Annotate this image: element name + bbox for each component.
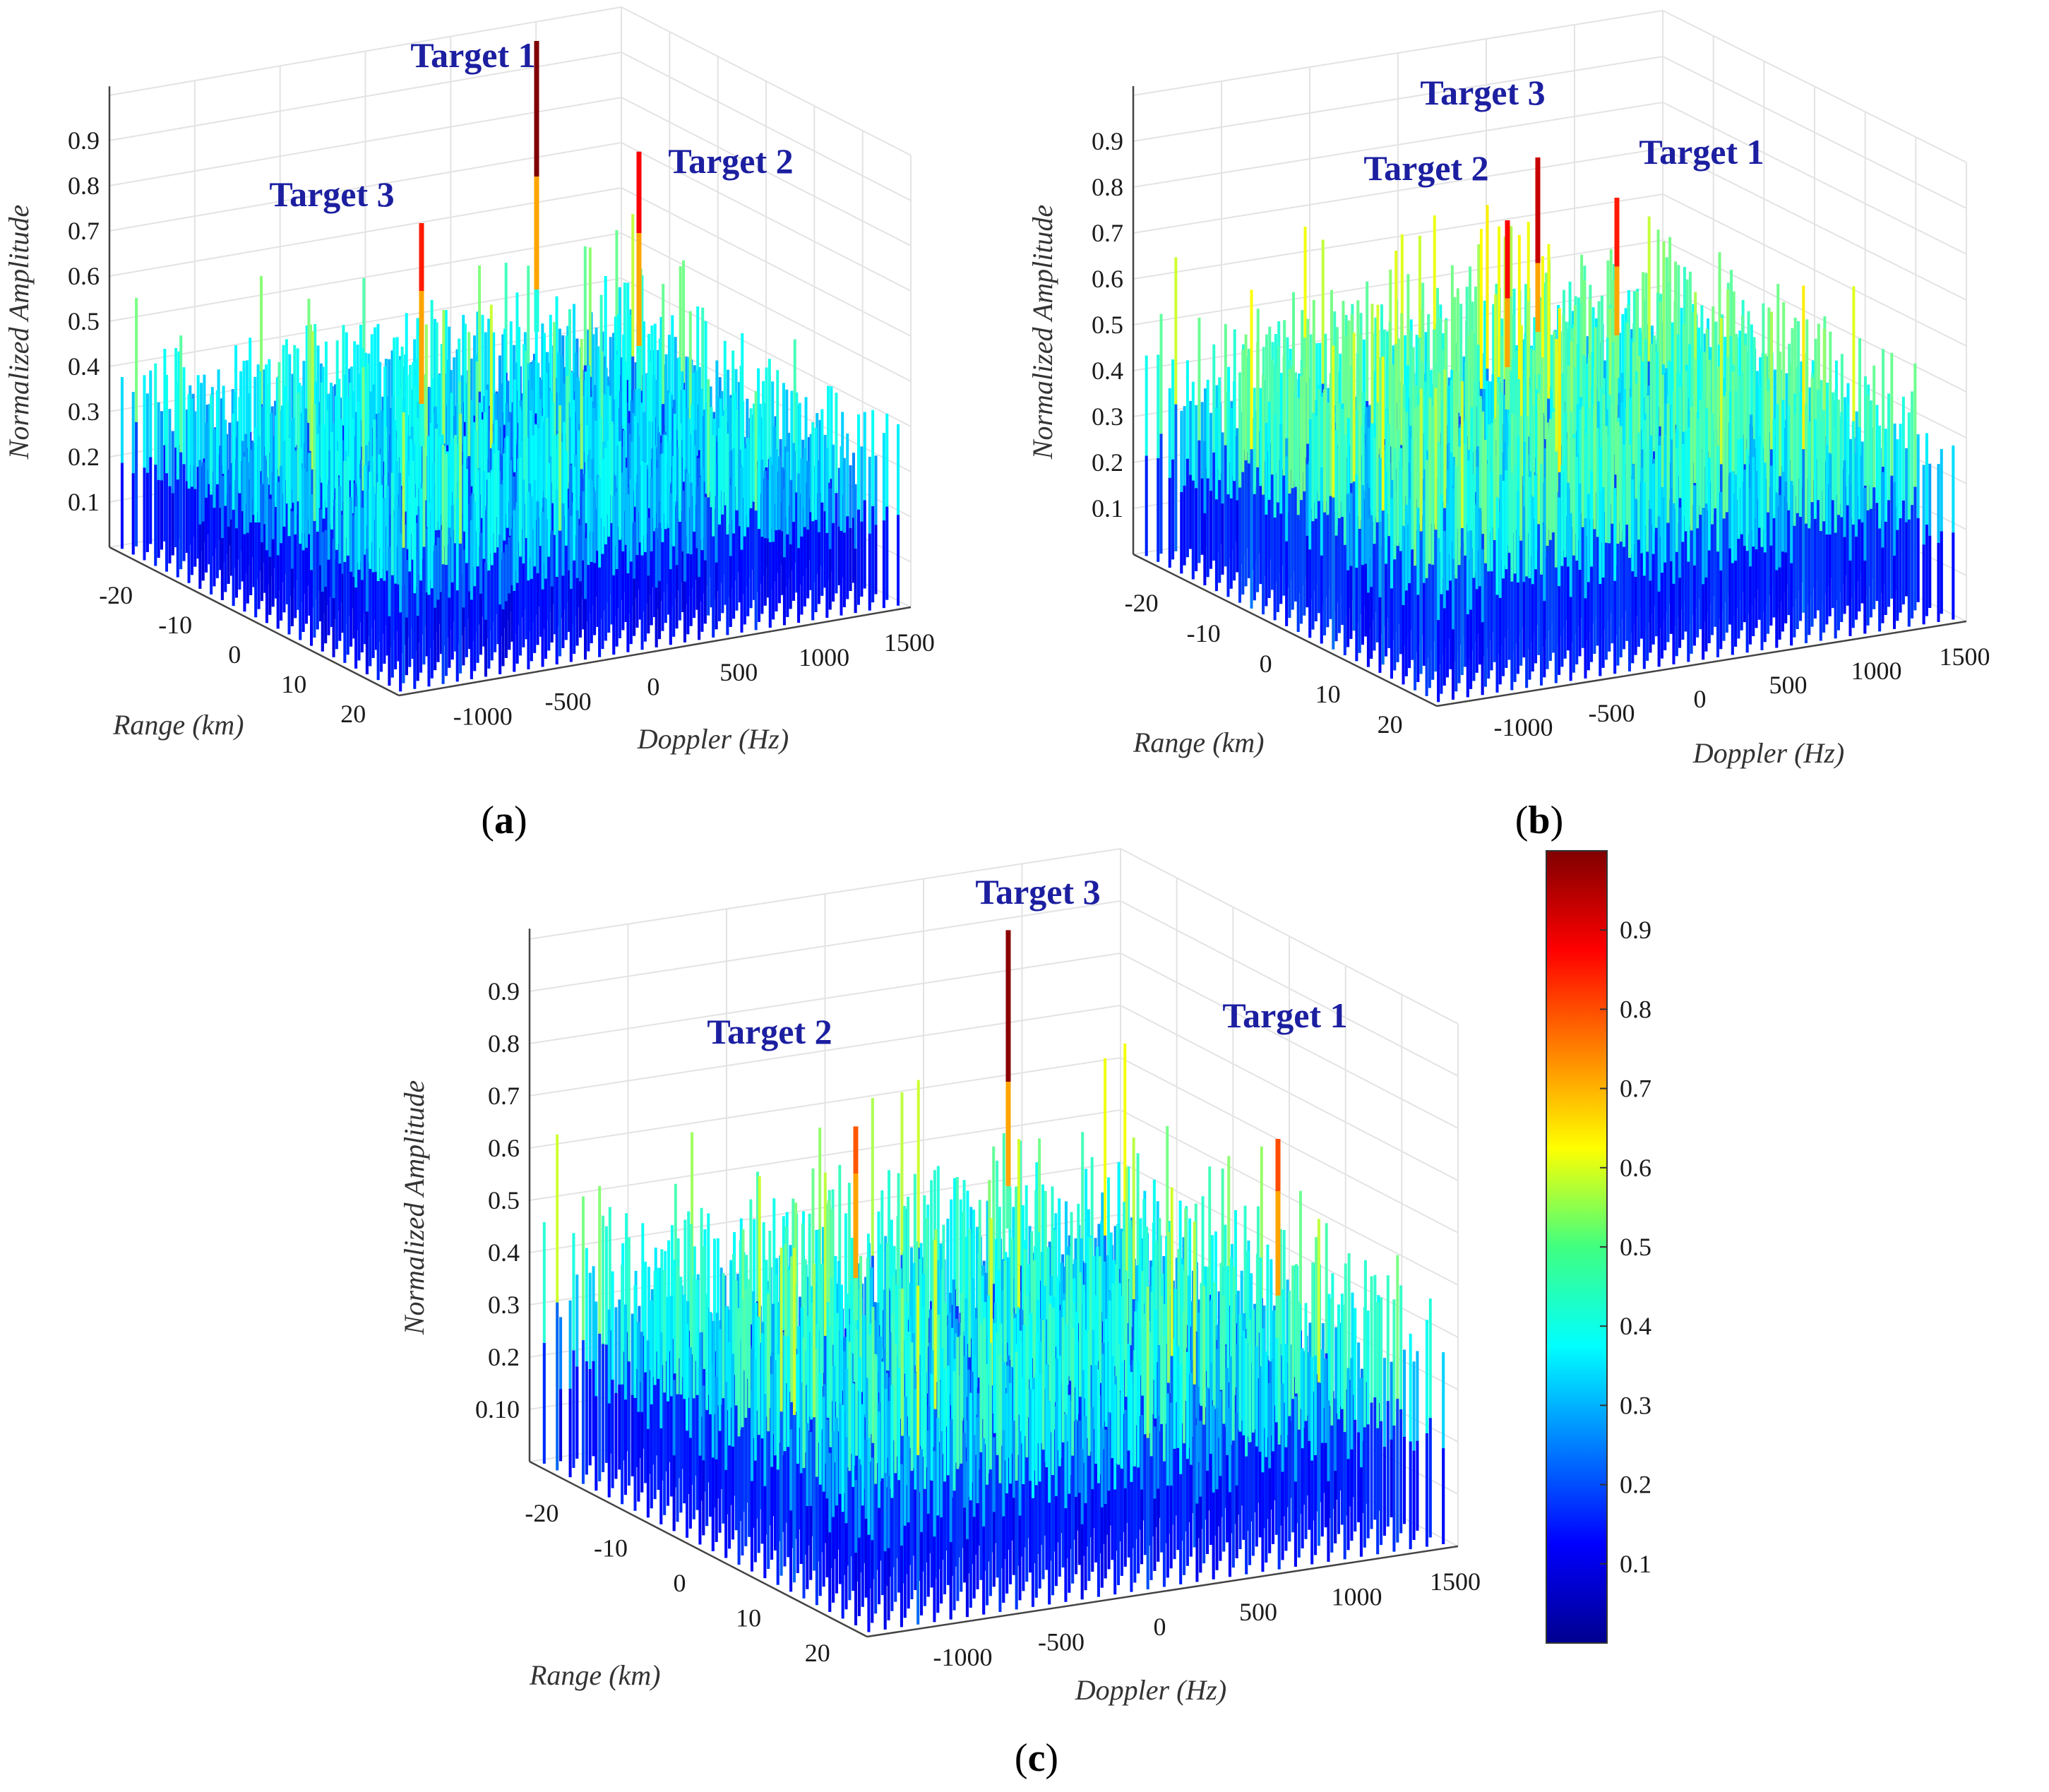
doppler-tick-label: 1500 xyxy=(884,628,935,657)
doppler-tick-label: 500 xyxy=(719,658,758,686)
doppler-tick-label: -500 xyxy=(1589,699,1635,727)
panel-b: 0.1 0.2 0.3 0.4 0.5 0.6 0.7 0.8 0.9 -20 -10 0 10 20 -1… xyxy=(1027,9,1990,769)
grid-line xyxy=(109,6,912,156)
targets-b: Target 2 Target 3 Target 1 xyxy=(1363,73,1764,410)
target-label: Target 3 xyxy=(269,174,394,214)
z-tick-label: 0.6 xyxy=(1092,265,1123,293)
noise-bars-a xyxy=(120,214,900,692)
panel-a: 0.1 0.2 0.3 0.4 0.5 0.6 0.7 0.8 0.9 -20 -10 0 10 20 -1… xyxy=(3,6,935,755)
doppler-tick-label: 1500 xyxy=(1940,643,1990,671)
doppler-tick-label: -1000 xyxy=(453,702,513,730)
axes-b: 0.1 0.2 0.3 0.4 0.5 0.6 0.7 0.8 0.9 -20 -10 0 10 20 -1… xyxy=(1027,86,1990,769)
doppler-tick-label: 1000 xyxy=(1851,657,1902,685)
z-tick-label: 0.8 xyxy=(1092,173,1123,201)
doppler-tick-label: 0 xyxy=(1694,685,1707,713)
z-axis-label: Normalized Amplitude xyxy=(3,205,35,460)
doppler-axis-label: Doppler (Hz) xyxy=(637,723,789,755)
range-axis xyxy=(109,546,400,697)
doppler-axis xyxy=(398,606,912,697)
z-tick-label: 0.4 xyxy=(1092,357,1123,385)
doppler-axis xyxy=(1436,620,1967,707)
z-tick-label: 0.4 xyxy=(68,352,100,381)
targets-a: Target 1 Target 2 Target 3 xyxy=(269,35,794,446)
target-label: Target 1 xyxy=(410,35,535,75)
range-tick-label: -10 xyxy=(1187,619,1221,647)
doppler-tick-label: 1000 xyxy=(799,643,849,671)
z-tick-label: 0.7 xyxy=(1092,219,1123,247)
range-tick-label: 20 xyxy=(1378,710,1403,739)
z-tick-label: 0.2 xyxy=(68,443,100,471)
z-tick-label: 0.2 xyxy=(1092,448,1123,477)
z-tick-label: 0.5 xyxy=(68,307,100,335)
axes-a: 0.1 0.2 0.3 0.4 0.5 0.6 0.7 0.8 0.9 -20 -10 0 10 20 -1… xyxy=(3,86,935,755)
z-tick-label: 0.1 xyxy=(1092,494,1123,522)
range-tick-label: -10 xyxy=(158,611,192,639)
target-label: Target 3 xyxy=(1420,73,1545,112)
doppler-tick-label: 0 xyxy=(647,673,659,701)
z-tick-label: 0.3 xyxy=(1092,402,1123,431)
range-axis-label: Range (km) xyxy=(1133,727,1264,758)
noise-bars-b xyxy=(1145,205,1955,703)
doppler-tick-label: 500 xyxy=(1769,671,1808,699)
grid-line xyxy=(529,900,1459,1077)
grid-line xyxy=(1133,9,1967,163)
z-tick-label: 0.3 xyxy=(68,398,100,426)
z-tick-label: 0.8 xyxy=(68,172,100,200)
z-tick-label: 0.5 xyxy=(1092,311,1123,339)
grid-line xyxy=(1133,55,1967,209)
grid-line xyxy=(1133,101,1967,255)
z-axis-label: Normalized Amplitude xyxy=(1027,205,1058,460)
doppler-tick-label: -1000 xyxy=(1494,713,1553,741)
z-tick-label: 0.1 xyxy=(68,488,100,516)
grid-line xyxy=(529,952,1459,1129)
z-tick-label: 0.6 xyxy=(68,262,100,290)
doppler-axis-label: Doppler (Hz) xyxy=(1692,737,1844,769)
z-tick-label: 0.7 xyxy=(68,217,100,245)
z-tick-label: 0.9 xyxy=(68,126,100,155)
target-label: Target 2 xyxy=(1363,148,1488,188)
range-tick-label: 0 xyxy=(1260,650,1272,678)
target-label: Target 1 xyxy=(1639,132,1764,172)
range-tick-label: -20 xyxy=(1125,589,1159,617)
noise-bars-c xyxy=(542,1043,1445,1632)
panel-c: 0.100.20.30.40.50.60.70.80.9-20-1001020-… xyxy=(398,847,1481,1706)
range-tick-label: 10 xyxy=(281,670,306,698)
z-tick-label: 0.9 xyxy=(1092,127,1123,155)
range-tick-label: -20 xyxy=(99,581,133,609)
target-label: Target 2 xyxy=(668,141,793,181)
doppler-tick-label: -500 xyxy=(545,687,592,715)
range-tick-label: 20 xyxy=(340,700,366,728)
range-tick-label: 0 xyxy=(228,640,241,669)
range-axis-label: Range (km) xyxy=(112,709,244,741)
range-tick-label: 10 xyxy=(1315,680,1341,708)
range-axis xyxy=(1133,553,1438,707)
